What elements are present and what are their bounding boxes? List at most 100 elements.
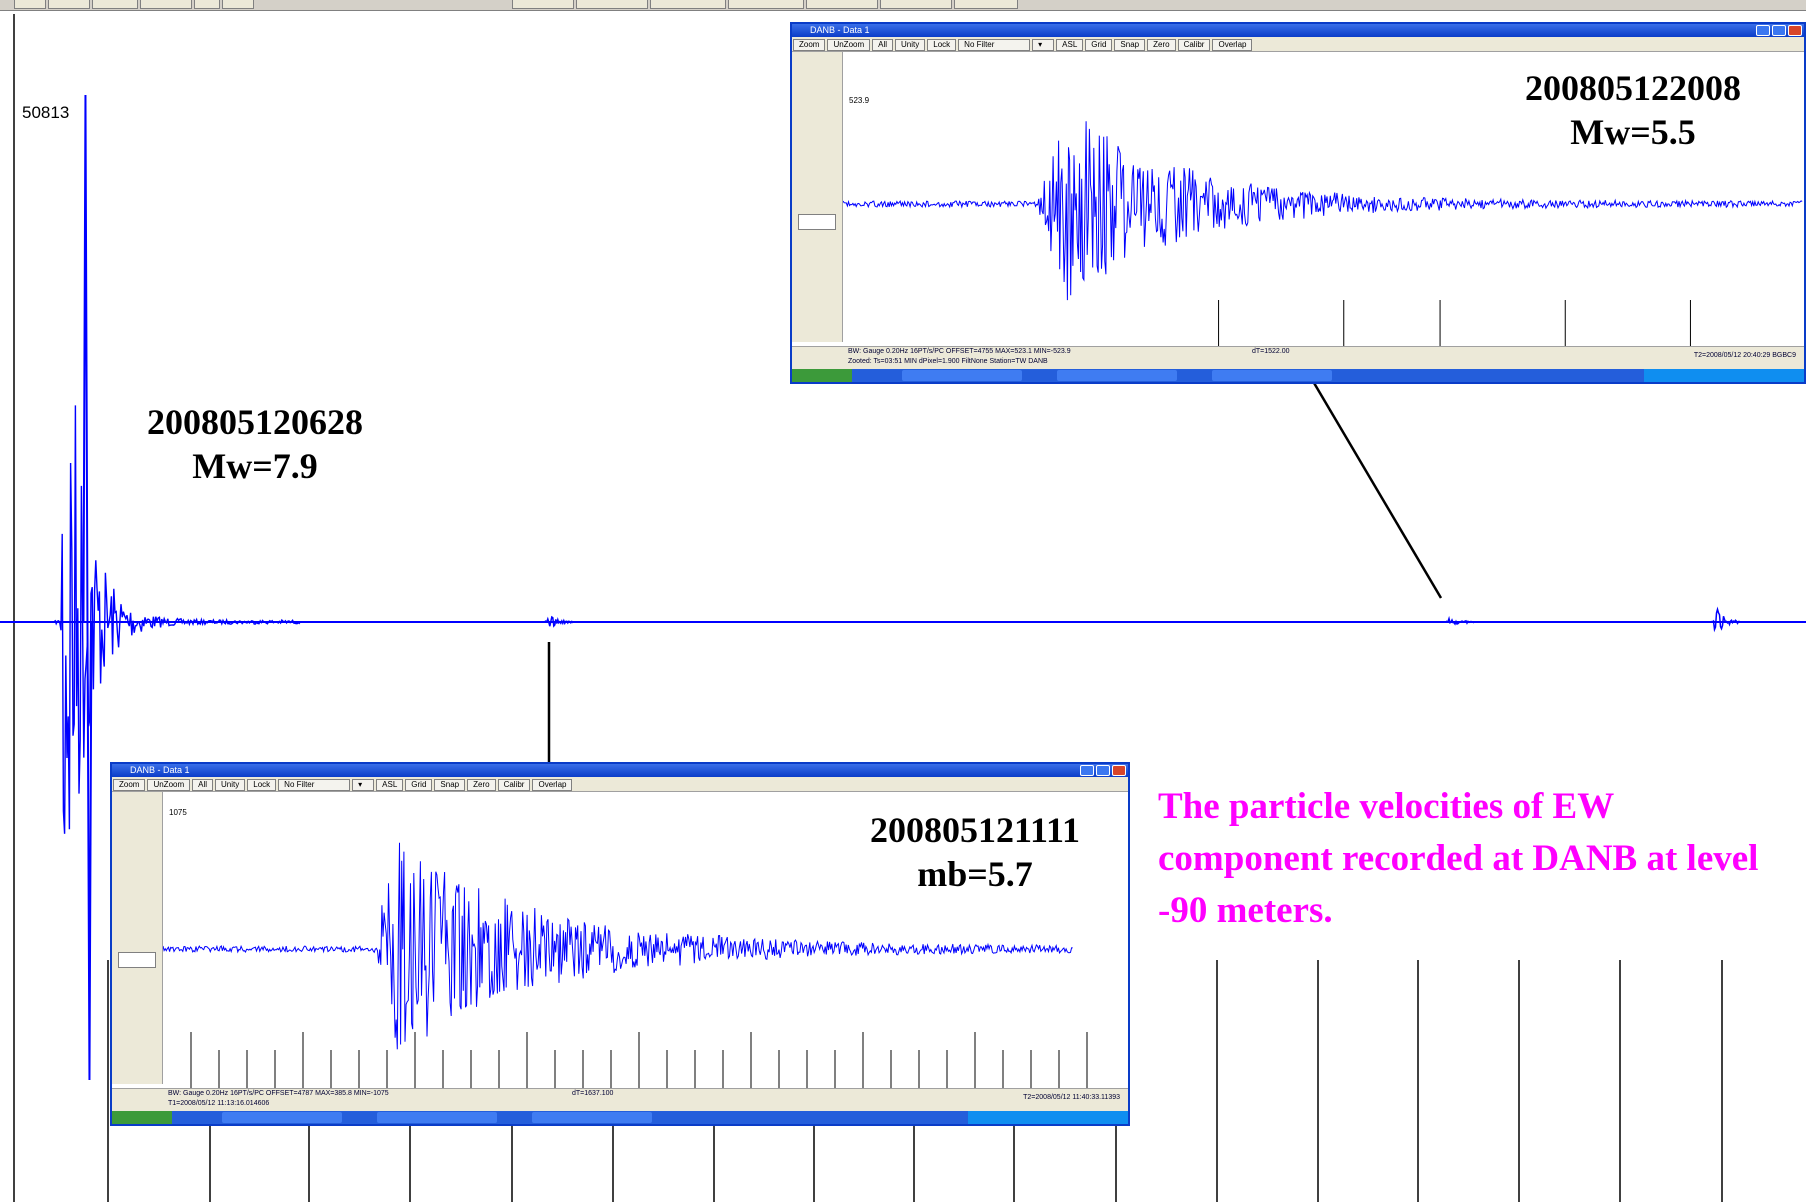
event-id: 200805122008 — [1525, 68, 1741, 108]
toolbar-button[interactable]: Unity — [215, 779, 246, 791]
taskbar-item[interactable] — [377, 1112, 497, 1123]
toolbar-button[interactable]: Calibr — [1177, 39, 1211, 51]
toolbar-button[interactable]: No Filter — [958, 39, 1031, 51]
host-toolbar — [0, 0, 1806, 11]
event-id: 200805121111 — [869, 810, 1081, 850]
host-toolbar-button[interactable] — [14, 0, 46, 9]
inset-title: DANB - Data 1 — [130, 765, 190, 775]
scale-spinner[interactable] — [798, 214, 836, 230]
host-toolbar-button[interactable] — [728, 0, 804, 9]
status-line-1: BW: Gauge 0.20Hz 16PT/s/PC OFFSET=4755 M… — [848, 348, 1071, 355]
event-id: 200805120628 — [147, 402, 363, 442]
inset-title: DANB - Data 1 — [810, 25, 870, 35]
host-toolbar-button[interactable] — [140, 0, 192, 9]
toolbar-button[interactable]: No Filter — [278, 779, 351, 791]
trace-series — [544, 615, 574, 628]
toolbar-button[interactable]: Overlap — [532, 779, 573, 791]
y-tick-label: 50813 — [22, 103, 70, 122]
toolbar-button[interactable]: ASL — [376, 779, 404, 791]
annotation-note: The particle velocities of EW component … — [1158, 786, 1759, 931]
host-toolbar-button[interactable] — [222, 0, 254, 9]
status-t2: T2=2008/05/12 11:40:33.11393 — [1023, 1094, 1120, 1101]
host-toolbar-button[interactable] — [194, 0, 220, 9]
toolbar-button[interactable]: Unity — [895, 39, 926, 51]
toolbar-button[interactable]: Calibr — [497, 779, 531, 791]
host-toolbar-button[interactable] — [512, 0, 574, 9]
maximize-icon[interactable] — [1096, 765, 1110, 776]
inset-window-top: DANB - Data 1 Zoom UnZoom All Unity Lock No F… — [790, 22, 1806, 384]
toolbar-button[interactable]: Lock — [247, 779, 277, 791]
trace-series — [1710, 606, 1741, 633]
inset-left-panel — [112, 792, 163, 1084]
event-label-top: 200805122008 Mw=5.5 — [1478, 66, 1788, 154]
host-toolbar-button[interactable] — [806, 0, 878, 9]
start-button[interactable] — [792, 369, 852, 382]
inset-plot: 1075 — [162, 792, 1126, 1088]
event-label-bottom: 200805121111 mb=5.7 — [820, 808, 1130, 896]
inset-taskbar — [112, 1111, 1128, 1124]
inset-left-panel — [792, 52, 843, 342]
inset-toolbar: Zoom UnZoom All Unity Lock No Filter ▾ ASL Grid S… — [792, 37, 1804, 52]
host-toolbar-button[interactable] — [880, 0, 952, 9]
taskbar-item[interactable] — [222, 1112, 342, 1123]
inset-titlebar: DANB - Data 1 — [792, 24, 1804, 37]
host-toolbar-button[interactable] — [48, 0, 90, 9]
toolbar-button[interactable]: Overlap — [1212, 39, 1253, 51]
scale-spinner[interactable] — [118, 952, 156, 968]
toolbar-button[interactable]: All — [872, 39, 894, 51]
inset-trace-svg — [162, 842, 1088, 1088]
taskbar-item[interactable] — [1057, 370, 1177, 381]
inset-status: BW: Gauge 0.20Hz 16PT/s/PC OFFSET=4787 M… — [112, 1088, 1128, 1111]
dropdown-arrow-icon[interactable]: ▾ — [352, 779, 375, 791]
inset-window-bottom: DANB - Data 1 Zoom UnZoom All Unity Lock No F… — [110, 762, 1130, 1126]
trace-series — [162, 842, 1073, 1050]
trace-peak — [82, 94, 93, 1081]
inset-status: BW: Gauge 0.20Hz 16PT/s/PC OFFSET=4755 M… — [792, 346, 1804, 369]
inset-ytick: 523.9 — [849, 96, 870, 105]
inset-ytick: 1075 — [169, 808, 187, 817]
host-toolbar-button[interactable] — [954, 0, 1018, 9]
toolbar-button[interactable]: Grid — [1085, 39, 1113, 51]
toolbar-button[interactable]: All — [192, 779, 214, 791]
toolbar-button[interactable]: Snap — [1114, 39, 1146, 51]
event-label-main: 200805120628 Mw=7.9 — [110, 400, 400, 488]
status-line-1: BW: Gauge 0.20Hz 16PT/s/PC OFFSET=4787 M… — [168, 1090, 389, 1097]
minimize-icon[interactable] — [1756, 25, 1770, 36]
dropdown-arrow-icon[interactable]: ▾ — [1032, 39, 1055, 51]
start-button[interactable] — [112, 1111, 172, 1124]
close-icon[interactable] — [1112, 765, 1126, 776]
status-line-2: Zooted: Ts=03:51 MIN dPixel=1.900 FiltNo… — [848, 358, 1048, 365]
status-dt: dT=1637.100 — [572, 1090, 614, 1097]
host-toolbar-button[interactable] — [650, 0, 726, 9]
event-magnitude: Mw=7.9 — [192, 446, 318, 486]
event-magnitude: Mw=5.5 — [1570, 112, 1696, 152]
status-dt: dT=1522.00 — [1252, 348, 1290, 355]
toolbar-button[interactable]: Zoom — [113, 779, 146, 791]
toolbar-button[interactable]: UnZoom — [827, 39, 871, 51]
toolbar-button[interactable]: Zoom — [793, 39, 826, 51]
system-tray — [968, 1111, 1128, 1124]
inset-plot: 523.9 — [842, 52, 1803, 346]
maximize-icon[interactable] — [1772, 25, 1786, 36]
trace-main — [54, 94, 1741, 1081]
toolbar-button[interactable]: Lock — [927, 39, 957, 51]
host-toolbar-button[interactable] — [576, 0, 648, 9]
trace-series — [54, 405, 301, 834]
inset-toolbar: Zoom UnZoom All Unity Lock No Filter ▾ ASL Grid S… — [112, 777, 1128, 792]
host-toolbar-button[interactable] — [92, 0, 138, 9]
toolbar-button[interactable]: Grid — [405, 779, 433, 791]
toolbar-button[interactable]: Zero — [467, 779, 496, 791]
toolbar-button[interactable]: UnZoom — [147, 779, 191, 791]
toolbar-button[interactable]: ASL — [1056, 39, 1084, 51]
system-tray — [1644, 369, 1804, 382]
taskbar-item[interactable] — [532, 1112, 652, 1123]
event-magnitude: mb=5.7 — [917, 854, 1033, 894]
taskbar-item[interactable] — [902, 370, 1022, 381]
inset-taskbar — [792, 369, 1804, 382]
trace-series — [842, 121, 1803, 301]
taskbar-item[interactable] — [1212, 370, 1332, 381]
close-icon[interactable] — [1788, 25, 1802, 36]
toolbar-button[interactable]: Zero — [1147, 39, 1176, 51]
toolbar-button[interactable]: Snap — [434, 779, 466, 791]
minimize-icon[interactable] — [1080, 765, 1094, 776]
